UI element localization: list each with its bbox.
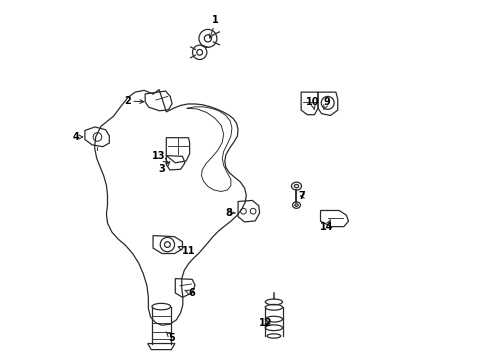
Text: 10: 10 [305,97,319,110]
Text: 6: 6 [184,288,194,298]
Text: 4: 4 [72,132,82,142]
Text: 9: 9 [323,97,330,110]
Text: 13: 13 [151,150,168,162]
Text: 3: 3 [158,162,169,174]
Text: 7: 7 [298,191,305,201]
Text: 11: 11 [178,246,195,256]
Text: 12: 12 [258,319,271,328]
Text: 1: 1 [209,15,219,38]
Text: 8: 8 [225,208,234,218]
Text: 5: 5 [165,332,175,343]
Text: 2: 2 [124,96,143,106]
Text: 14: 14 [320,220,333,232]
